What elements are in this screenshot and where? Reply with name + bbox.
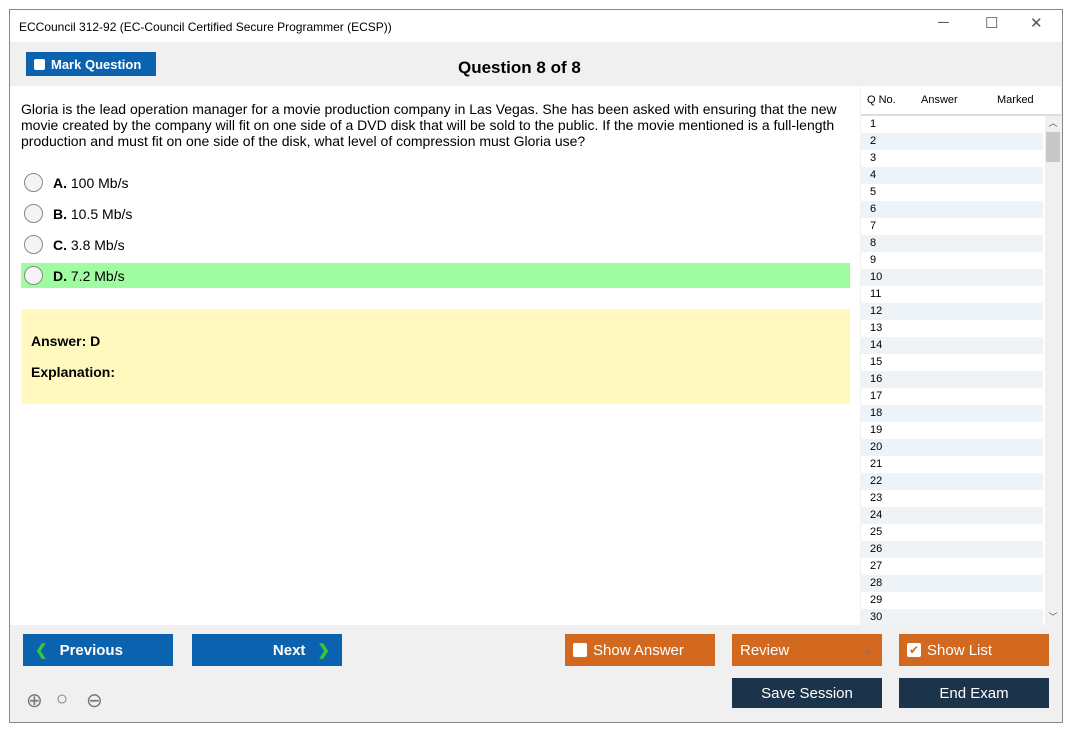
scroll-down-icon[interactable]: ﹀ — [1048, 612, 1058, 622]
list-row[interactable]: 30 — [861, 609, 1043, 626]
list-row[interactable]: 17 — [870, 390, 883, 402]
review-dropdown[interactable]: Review ▲ — [732, 634, 882, 666]
show-list-button[interactable]: ✔ Show List — [899, 634, 1049, 666]
caret-up-icon: ▲ — [863, 645, 872, 655]
checkbox-checked-icon[interactable]: ✔ — [907, 643, 921, 657]
zoom-reset-icon[interactable]: ○ — [56, 688, 69, 710]
option-c[interactable]: C. 3.8 Mb/s — [21, 232, 850, 257]
option-a[interactable]: A. 100 Mb/s — [21, 170, 850, 195]
option-letter: D. — [53, 267, 67, 284]
option-letter: A. — [53, 174, 67, 191]
question-text: Gloria is the lead operation manager for… — [21, 101, 837, 149]
list-row[interactable]: 19 — [870, 424, 883, 436]
header-answer: Answer — [921, 94, 958, 106]
list-row[interactable]: 26 — [861, 541, 1043, 558]
list-row[interactable]: 11 — [870, 288, 882, 300]
list-row[interactable]: 3 — [870, 152, 877, 164]
checkbox-icon — [34, 58, 45, 70]
list-row[interactable]: 18 — [861, 405, 1043, 422]
previous-button[interactable]: ❮ Previous — [23, 634, 173, 666]
chevron-left-icon: ❮ — [35, 642, 48, 659]
list-row[interactable]: 6 — [861, 201, 1043, 218]
list-row[interactable]: 2 — [861, 133, 1043, 150]
list-row[interactable]: 9 — [870, 254, 877, 266]
list-row[interactable]: 10 — [861, 269, 1043, 286]
question-list: Q No. Answer Marked 1 2 3 4 5 6 7 8 9 10 11 12 13 14 1… — [861, 86, 1061, 626]
answer-label: Answer: D — [31, 333, 101, 349]
option-text: 10.5 Mb/s — [70, 205, 133, 222]
option-letter: C. — [53, 236, 67, 253]
show-answer-label: Show Answer — [593, 641, 684, 659]
checkbox-icon[interactable] — [573, 643, 587, 657]
next-button[interactable]: Next ❯ — [192, 634, 342, 666]
list-row[interactable]: 4 — [861, 167, 1043, 184]
chevron-right-icon: ❯ — [317, 642, 330, 659]
list-row[interactable]: 16 — [861, 371, 1043, 388]
option-text: 3.8 Mb/s — [70, 236, 125, 253]
radio-icon[interactable] — [24, 173, 43, 192]
option-b[interactable]: B. 10.5 Mb/s — [21, 201, 850, 226]
explanation-label: Explanation: — [31, 364, 116, 380]
zoom-out-icon[interactable]: ⊖ — [86, 690, 103, 712]
review-label: Review — [740, 641, 790, 659]
toolbar: Mark Question Question 8 of 8 — [10, 42, 1062, 86]
list-row[interactable]: 15 — [870, 356, 883, 368]
list-row[interactable]: 28 — [861, 575, 1043, 592]
question-panel: Gloria is the lead operation manager for… — [10, 86, 860, 625]
list-row[interactable]: 1 — [870, 118, 877, 130]
list-row[interactable]: 22 — [861, 473, 1043, 490]
list-row[interactable]: 25 — [870, 526, 883, 538]
mark-question-button[interactable]: Mark Question — [26, 52, 156, 76]
option-text: 100 Mb/s — [70, 174, 129, 191]
close-button[interactable]: ✕ — [1030, 15, 1043, 32]
app-window: ECCouncil 312-92 (EC-Council Certified S… — [9, 9, 1063, 723]
list-row[interactable]: 23 — [870, 492, 883, 504]
next-label: Next — [272, 641, 306, 659]
mark-label: Mark Question — [51, 56, 142, 72]
radio-icon[interactable] — [24, 204, 43, 223]
scrollbar-thumb[interactable] — [1046, 132, 1060, 162]
list-row[interactable]: 8 — [861, 235, 1043, 252]
maximize-button[interactable]: ☐ — [985, 15, 999, 32]
option-d-correct[interactable]: D. 7.2 Mb/s — [21, 263, 850, 288]
option-letter: B. — [53, 205, 67, 222]
header-qno: Q No. — [867, 94, 896, 106]
window-title: ECCouncil 312-92 (EC-Council Certified S… — [19, 20, 392, 34]
list-row[interactable]: 24 — [861, 507, 1043, 524]
answer-box: Answer: D Explanation: — [21, 309, 850, 404]
scroll-up-icon[interactable]: ︿ — [1048, 118, 1058, 128]
question-title: Question 8 of 8 — [458, 58, 581, 77]
list-row[interactable]: 7 — [870, 220, 877, 232]
end-exam-button[interactable]: End Exam — [899, 678, 1049, 708]
show-answer-button[interactable]: Show Answer — [565, 634, 715, 666]
list-row[interactable]: 5 — [870, 186, 877, 198]
zoom-in-icon[interactable]: ⊕ — [26, 690, 43, 712]
minimize-button[interactable]: ─ — [938, 14, 949, 31]
list-row[interactable]: 27 — [870, 560, 883, 572]
list-row[interactable]: 21 — [870, 458, 883, 470]
list-row[interactable]: 20 — [861, 439, 1043, 456]
header-marked: Marked — [997, 94, 1034, 106]
list-header: Q No. Answer Marked — [861, 86, 1061, 116]
list-row[interactable]: 12 — [861, 303, 1043, 320]
scrollbar[interactable]: ︿ ﹀ — [1045, 116, 1061, 625]
save-session-button[interactable]: Save Session — [732, 678, 882, 708]
list-row[interactable]: 13 — [870, 322, 883, 334]
list-row[interactable]: 14 — [861, 337, 1043, 354]
title-bar: ECCouncil 312-92 (EC-Council Certified S… — [10, 10, 1062, 42]
list-row[interactable]: 29 — [870, 594, 883, 606]
option-text: 7.2 Mb/s — [70, 267, 125, 284]
show-list-label: Show List — [927, 641, 993, 659]
previous-label: Previous — [59, 641, 123, 659]
radio-icon[interactable] — [24, 235, 43, 254]
radio-icon[interactable] — [24, 266, 43, 285]
